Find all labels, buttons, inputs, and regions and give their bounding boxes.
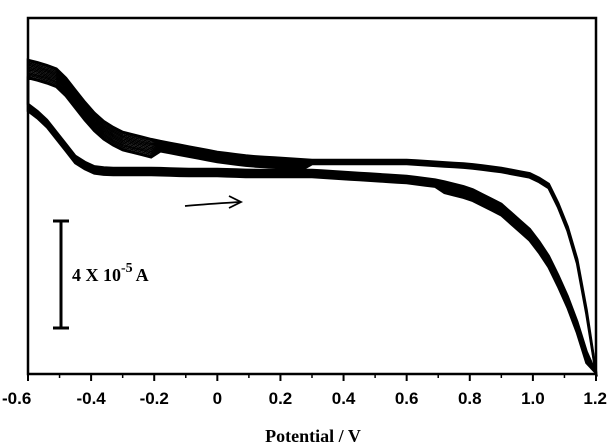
cv-cycle-14: [26, 76, 598, 378]
x-tick-label: 1.0: [521, 389, 545, 408]
plot-frame: [26, 16, 598, 376]
scale-bar-label-exponent: -5: [121, 261, 133, 276]
scale-bar-label-unit: A: [136, 265, 149, 285]
x-tick-label: 0.4: [332, 389, 356, 408]
scale-bar: [53, 219, 69, 330]
scale-bar-label-prefix: 4 X 10: [72, 265, 121, 285]
x-axis-ticks: [27, 374, 597, 381]
x-tick-label: 0.8: [458, 389, 482, 408]
x-tick-label: -0.6: [2, 389, 31, 408]
x-tick-label: 1.2: [583, 389, 607, 408]
cv-curves: [26, 58, 598, 378]
x-axis-title: Potential / V: [265, 426, 361, 446]
x-tick-label: -0.2: [140, 389, 169, 408]
x-axis-tick-labels: -0.6 -0.4 -0.2 0 0.2 0.4 0.6 0.8 1.0 1.2: [2, 389, 607, 408]
x-tick-label: 0.2: [269, 389, 293, 408]
scale-bar-label: 4 X 10-5 A: [72, 261, 149, 285]
scan-direction-arrowhead: [228, 195, 244, 209]
scan-direction-arrow: [184, 201, 241, 207]
x-tick-label: 0.6: [395, 389, 419, 408]
x-tick-label: 0: [213, 389, 222, 408]
x-tick-label: -0.4: [76, 389, 106, 408]
